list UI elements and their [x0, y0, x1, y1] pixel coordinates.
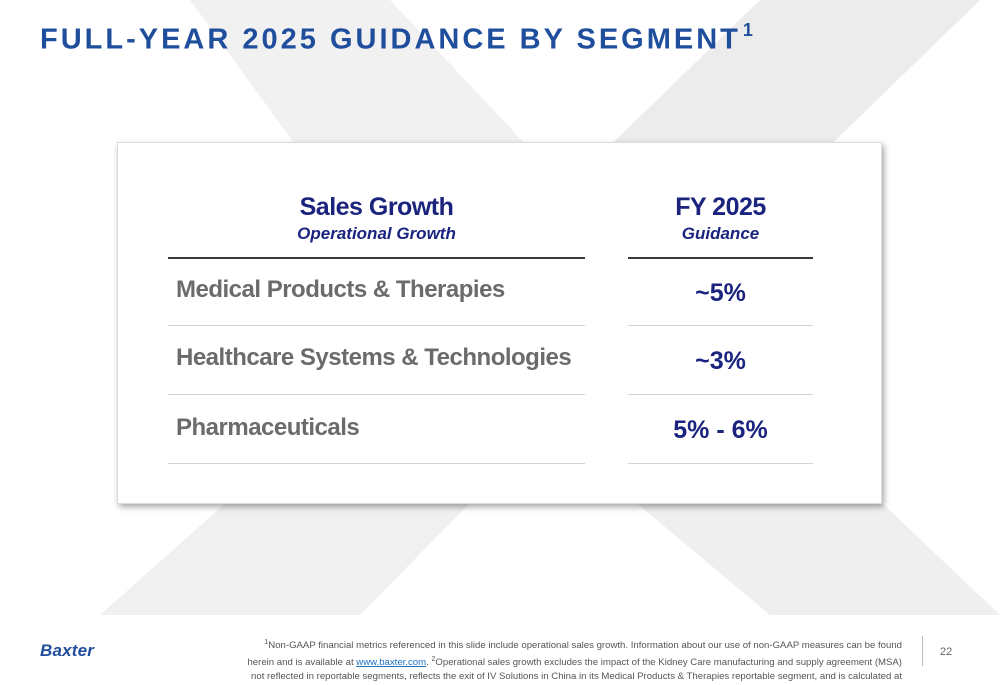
guidance-subtitle: Guidance — [681, 224, 760, 243]
title-footnote-marker: 1 — [742, 20, 756, 40]
segment-label-pharmaceuticals: Pharmaceuticals — [176, 414, 360, 441]
operational-growth-subtitle: Operational Growth — [297, 224, 456, 243]
guidance-value-pharmaceuticals: 5% - 6% — [673, 416, 768, 444]
baxter-logo: Baxter — [40, 641, 95, 660]
row-divider — [628, 325, 813, 326]
sales-growth-header: Sales Growth Operational Growth — [168, 191, 585, 245]
fy2025-title: FY 2025 — [675, 193, 766, 221]
guidance-value-healthcare: ~3% — [695, 347, 746, 375]
footer-divider — [922, 636, 923, 666]
segment-label-medical: Medical Products & Therapies — [176, 276, 505, 303]
guidance-value-medical: ~5% — [695, 279, 746, 307]
footnote-text-1: Non-GAAP financial metrics referenced in… — [247, 640, 902, 669]
header-divider — [628, 257, 813, 259]
page-title-text: FULL-YEAR 2025 GUIDANCE BY SEGMENT — [40, 23, 741, 56]
row-divider — [168, 325, 585, 326]
row-divider — [628, 394, 813, 395]
page-title: FULL-YEAR 2025 GUIDANCE BY SEGMENT 1 — [40, 20, 756, 57]
footnote-text-2: . — [426, 657, 432, 669]
page-number: 22 — [940, 646, 953, 658]
sales-growth-title: Sales Growth — [299, 193, 454, 221]
footnote: 1Non-GAAP financial metrics referenced i… — [240, 636, 902, 685]
segment-label-healthcare: Healthcare Systems & Technologies — [176, 344, 572, 371]
row-divider — [168, 463, 585, 464]
header-divider — [168, 257, 585, 259]
fy2025-header: FY 2025 Guidance — [628, 191, 813, 245]
footnote-marker-2: 2 — [431, 656, 436, 664]
row-divider — [168, 394, 585, 395]
baxter-website-link[interactable]: www.baxter.com — [356, 657, 427, 669]
footnote-text-3: Operational sales growth excludes the im… — [251, 657, 902, 683]
guidance-table-card: Sales Growth Operational Growth Medical … — [117, 142, 882, 504]
footnote-marker-1: 1 — [264, 639, 269, 646]
row-divider — [628, 463, 813, 464]
